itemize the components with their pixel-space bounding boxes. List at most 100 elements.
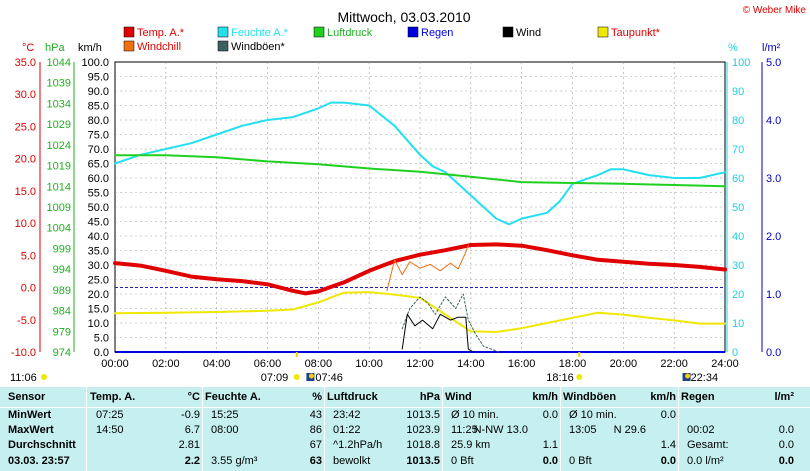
pressure-tick-label: 974 (53, 347, 71, 359)
sunset-time: 18:16 (546, 372, 574, 384)
cell-temp-time: 07:25 (96, 409, 124, 421)
temp-tick-label: 0.0 (21, 283, 36, 295)
series-line-temp-a (113, 242, 727, 296)
cell-hum-value: 63 (309, 455, 322, 467)
cell-wind-time: 25.9 km (451, 439, 491, 451)
table-divider (86, 387, 87, 471)
row-label: 03.03. 23:57 (8, 455, 70, 467)
table-divider (678, 387, 679, 471)
legend-swatch (407, 26, 419, 38)
axis-labels: °C hPa km/h% l/m² (22, 42, 781, 54)
cell-wind-max: N-NW 13.0 (473, 424, 528, 436)
cell-rain-value: 0.0 (778, 424, 794, 436)
legend-swatch (217, 40, 229, 52)
temp-tick-label: -5.0 (17, 315, 36, 327)
wind-tick-label: 20.0 (88, 289, 109, 301)
header-sensor: Sensor (8, 391, 46, 403)
time-tick-label: 04:00 (203, 358, 231, 370)
time-tick-label: 18:00 (559, 358, 587, 370)
cell-wind-value: 0.0 (542, 409, 558, 421)
time-tick-label: 22:00 (660, 358, 688, 370)
sun-icon (41, 374, 47, 380)
header-gust-unit: km/h (650, 391, 676, 403)
cell-press-time: ^1.2hPa/h (333, 439, 383, 451)
rain-tick-label: 5.0 (766, 57, 781, 69)
sunset-icon (576, 374, 583, 380)
wind-tick-label: 0.0 (94, 347, 109, 359)
pressure-tick-label: 1024 (47, 140, 71, 152)
temp-tick-label: 5.0 (21, 250, 36, 262)
legend-swatch (217, 26, 229, 38)
pressure-tick-label: 989 (53, 285, 71, 297)
wind-tick-label: 85.0 (88, 101, 109, 113)
wind-tick-label: 60.0 (88, 173, 109, 185)
header-wind: Wind (445, 391, 472, 403)
humidity-tick-label: 80 (732, 115, 744, 127)
humidity-tick-label: 0 (732, 347, 738, 359)
temp-tick-label: 25.0 (15, 121, 36, 133)
axis-ticks: 35.0 30.0 25.0 20.0 15.0 10.0 5.0 0.0 -5.0 -10.0 1… (11, 57, 781, 370)
header-press-unit: hPa (419, 391, 440, 403)
cell-hum-value: 43 (309, 409, 322, 421)
cell-hum-time: 3.55 g/m³ (211, 455, 258, 467)
wind-tick-label: 40.0 (88, 231, 109, 243)
temp-tick-label: 15.0 (15, 186, 36, 198)
cell-wind-time: 11:25 (451, 424, 478, 436)
legend: Temp. A.* Feuchte A.* Luftdruck Regen Wind Ta… (123, 26, 661, 53)
cell-press-time: 01:22 (333, 424, 361, 436)
table-divider (324, 387, 325, 471)
cell-wind-value: 1.1 (542, 439, 558, 451)
cell-rain-value: 0.0 (778, 439, 794, 451)
series-line-wind (401, 313, 474, 353)
legend-swatch (123, 40, 135, 52)
series-line-windchill (386, 244, 469, 292)
cell-gust-time: 0 Bft (569, 455, 592, 467)
wind-tick-label: 90.0 (88, 86, 109, 98)
wind-tick-label: 30.0 (88, 260, 109, 272)
temp-tick-label: 30.0 (15, 89, 36, 101)
cell-temp-value: 6.7 (184, 424, 200, 436)
chart-series (113, 101, 727, 353)
humidity-tick-label: 50 (732, 202, 744, 214)
humidity-axis-label: % (728, 42, 738, 54)
cell-hum-time: 08:00 (211, 424, 239, 436)
wind-tick-label: 50.0 (88, 202, 109, 214)
series-line-feuchte-a (114, 101, 726, 226)
pressure-tick-label: 984 (53, 306, 71, 318)
humidity-tick-label: 40 (732, 231, 744, 243)
pressure-tick-label: 1009 (47, 202, 71, 214)
chart-grid (114, 61, 726, 353)
cell-gust-value: 0.0 (660, 409, 676, 421)
time-tick-label: 00:00 (101, 358, 129, 370)
time-tick-label: 02:00 (152, 358, 180, 370)
header-rain: Regen (681, 391, 715, 403)
rain-tick-label: 4.0 (766, 115, 781, 127)
wind-tick-label: 5.0 (94, 333, 109, 345)
wind-axis-label: km/h (78, 42, 102, 54)
cell-rain-value: 0.0 (778, 455, 794, 467)
legend-swatch (123, 26, 135, 38)
time-tick-label: 10:00 (355, 358, 383, 370)
row-label: MaxWert (8, 424, 54, 436)
time-tick-label: 20:00 (610, 358, 638, 370)
wind-tick-label: 95.0 (88, 72, 109, 84)
weather-chart: Mittwoch, 03.03.2010 © Weber Mike Temp. … (10, 5, 807, 384)
legend-label: Temp. A.* (137, 27, 185, 39)
humidity-tick-label: 10 (732, 318, 744, 330)
wind-tick-label: 35.0 (88, 246, 109, 258)
brand-label: © Weber Mike (743, 5, 807, 16)
cell-press-value: 1013.5 (406, 455, 440, 467)
humidity-tick-label: 60 (732, 173, 744, 185)
legend-label: Windchill (137, 41, 181, 53)
legend-swatch (313, 26, 325, 38)
wind-tick-label: 25.0 (88, 275, 109, 287)
humidity-tick-label: 100 (732, 57, 750, 69)
time-tick-label: 08:00 (305, 358, 333, 370)
cell-hum-value: 86 (309, 424, 322, 436)
moonset-time: 22:34 (691, 372, 719, 384)
cell-gust-value: 0.0 (660, 455, 676, 467)
pressure-tick-label: 1014 (47, 181, 71, 193)
legend-label: Feuchte A.* (231, 27, 289, 39)
statistics-table: Sensor Temp. A. °C Feuchte A.% Luftdruck hPa W… (0, 387, 810, 471)
chart-title: Mittwoch, 03.03.2010 (337, 9, 470, 25)
